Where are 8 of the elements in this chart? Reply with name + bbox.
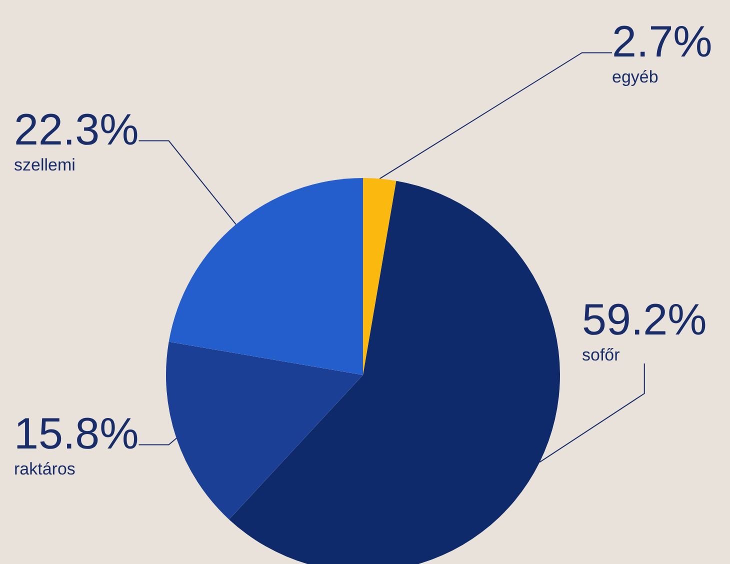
slice-label: sofőr bbox=[582, 346, 620, 364]
data-label: 22.3% bbox=[14, 106, 139, 154]
slice-label: raktáros bbox=[14, 460, 76, 478]
slice-label: egyéb bbox=[612, 68, 658, 86]
data-label: 2.7% bbox=[612, 18, 712, 66]
slice-label: szellemi bbox=[14, 156, 76, 174]
data-label: 59.2% bbox=[582, 296, 707, 344]
data-label: 15.8% bbox=[14, 410, 139, 458]
